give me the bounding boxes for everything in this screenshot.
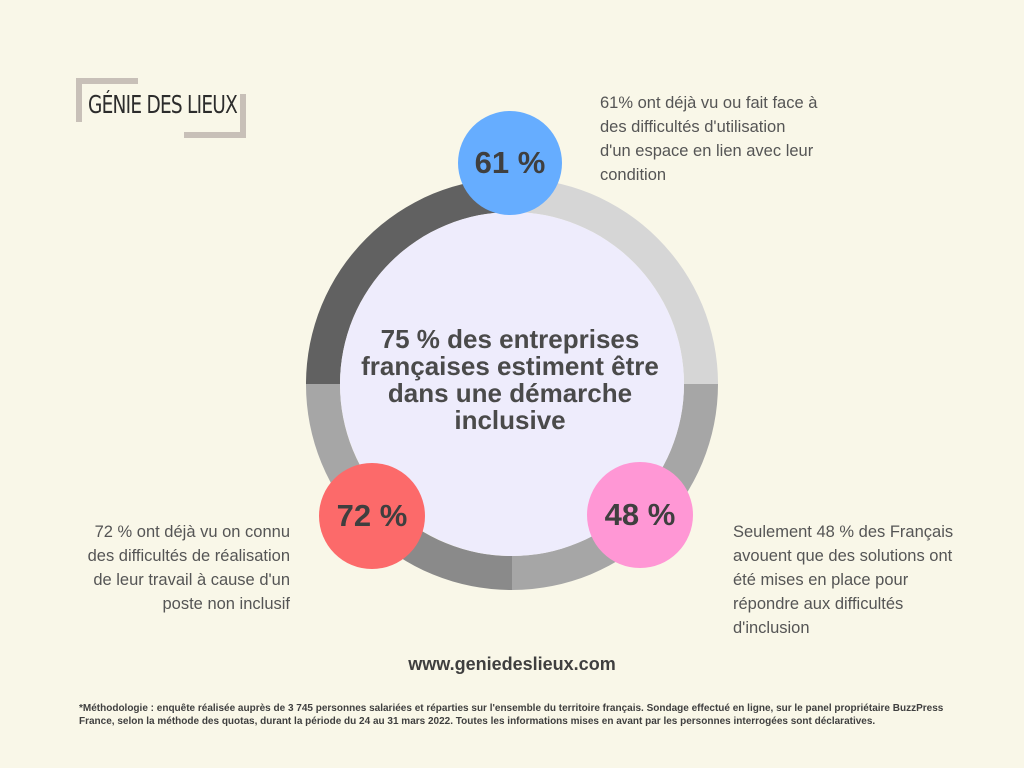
logo-bracket-top [76, 78, 138, 122]
stat-bubble-48: 48 % [587, 462, 693, 568]
stat-bubble-72: 72 % [319, 463, 425, 569]
stat-caption-72: 72 % ont déjà vu on connu des difficulté… [87, 523, 290, 613]
logo: GÉNIE DES LIEUX [76, 78, 246, 138]
website-link[interactable]: www.geniedeslieux.com [408, 654, 616, 674]
inner-circle [340, 212, 684, 556]
stat-caption-48: Seulement 48 % des Français avouent que … [733, 523, 954, 637]
center-headline: 75 % des entreprises françaises estiment… [361, 324, 659, 435]
methodology-note: *Méthodologie : enquête réalisée auprès … [79, 703, 944, 727]
stat-caption-61: 61% ont déjà vu ou fait face à des diffi… [600, 94, 818, 184]
logo-text: GÉNIE DES LIEUX [88, 90, 238, 119]
logo-bracket-bottom [184, 94, 246, 138]
stat-bubble-61: 61 % [458, 111, 562, 215]
